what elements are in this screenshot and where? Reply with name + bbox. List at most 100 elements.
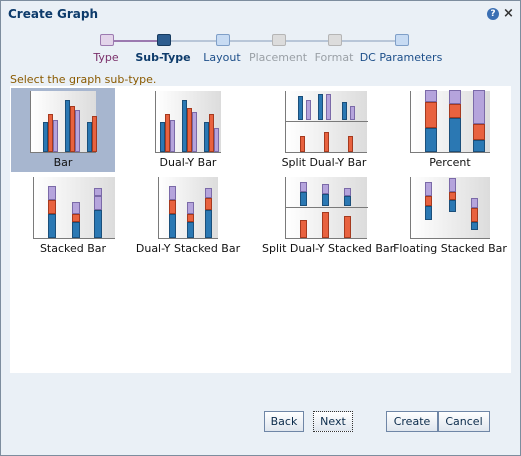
bar-glyph [94,196,102,210]
subtype-bar[interactable]: Bar [11,88,115,174]
step-dc-parameters-label[interactable]: DC Parameters [359,51,443,64]
step-type-marker[interactable] [100,34,114,46]
train-connector [112,40,158,42]
split-divider [286,207,368,208]
dual-y-bar-chart-icon [155,91,221,153]
bar-glyph [205,210,212,238]
bar-glyph [187,214,194,222]
bar-glyph [94,210,102,238]
subtype-label: Stacked Bar [39,242,107,255]
bar-glyph [318,94,323,120]
subtype-label: Dual-Y Bar [159,156,217,169]
subtype-label: Split Dual-Y Bar [281,156,367,169]
instruction-text: Select the graph sub-type. [10,73,157,86]
split-dual-y-bar-chart-icon [285,91,368,153]
stacked-bar-chart-icon [33,177,115,239]
subtype-split-dual-y-stacked-bar[interactable]: Split Dual-Y Stacked Bar [262,174,394,260]
subtype-floating-stacked-bar[interactable]: Floating Stacked Bar [393,174,507,260]
bar-glyph [165,114,170,152]
step-dc-parameters-marker[interactable] [395,34,409,46]
bar-glyph [48,200,56,214]
bar-glyph [187,108,192,152]
dialog-title: Create Graph [8,7,99,21]
bar-glyph [187,202,194,214]
bar-glyph [471,198,478,208]
subtype-dual-y-bar[interactable]: Dual-Y Bar [136,88,240,174]
bar-glyph [449,200,456,212]
bar-glyph [473,140,485,152]
bar-glyph [449,178,456,192]
bar-glyph [48,214,56,238]
bar-chart-icon [30,91,97,153]
bar-glyph [425,102,437,128]
subtype-label: Bar [53,156,73,169]
bar-glyph [342,102,347,120]
bar-glyph [344,196,351,206]
bar-glyph [48,186,56,200]
bar-glyph [72,222,80,238]
bar-glyph [70,106,75,152]
back-button[interactable]: Back [264,411,304,432]
bar-glyph [182,100,187,152]
help-icon[interactable]: ? [487,8,499,20]
bar-glyph [205,188,212,198]
bar-glyph [298,96,303,120]
subtype-label: Dual-Y Stacked Bar [135,242,241,255]
step-train: Type Sub-Type Layout Placement Format DC… [1,31,520,71]
bar-glyph [92,116,97,152]
step-type-label[interactable]: Type [93,51,119,64]
bar-glyph [204,122,209,152]
subtype-panel: Bar Dual-Y Bar [10,86,511,373]
step-layout-label[interactable]: Layout [203,51,241,64]
step-placement-label: Placement [248,51,308,64]
bar-glyph [94,188,102,196]
step-layout-marker[interactable] [216,34,230,46]
bar-glyph [348,136,353,152]
titlebar: Create Graph ? × [1,1,520,29]
bar-glyph [169,214,176,238]
bar-glyph [209,114,214,152]
bar-glyph [48,114,53,152]
bar-glyph [425,206,432,220]
step-placement-marker [272,34,286,46]
bar-glyph [473,90,485,124]
bar-glyph [160,122,165,152]
bar-glyph [449,118,461,152]
bar-glyph [425,196,432,206]
bar-glyph [449,192,456,200]
bar-glyph [65,100,70,152]
split-dual-y-stacked-bar-chart-icon [285,177,368,239]
close-icon[interactable]: × [503,6,514,21]
subtype-dual-y-stacked-bar[interactable]: Dual-Y Stacked Bar [136,174,240,260]
subtype-label: Floating Stacked Bar [393,242,507,255]
bar-glyph [300,136,305,152]
subtype-split-dual-y-bar[interactable]: Split Dual-Y Bar [272,88,376,174]
bar-glyph [300,192,307,206]
bar-glyph [449,104,461,118]
subtype-percent[interactable]: Percent [398,88,502,174]
bar-glyph [425,182,432,196]
next-button[interactable]: Next [313,411,353,432]
bar-glyph [322,194,329,206]
subtype-stacked-bar[interactable]: Stacked Bar [21,174,125,260]
step-format-marker [328,34,342,46]
bar-glyph [350,106,355,120]
bar-glyph [322,212,329,238]
bar-glyph [187,222,194,238]
bar-glyph [169,200,176,214]
bar-glyph [192,112,197,152]
bar-glyph [471,222,478,230]
cancel-button[interactable]: Cancel [438,411,490,432]
bar-glyph [322,184,329,194]
bar-glyph [300,220,307,238]
step-subtype-label: Sub-Type [135,51,191,64]
bar-glyph [214,128,219,152]
bar-glyph [473,124,485,140]
bar-glyph [471,208,478,222]
step-format-label: Format [314,51,354,64]
bar-glyph [75,110,80,152]
create-button[interactable]: Create [386,411,438,432]
bar-glyph [170,120,175,152]
bar-glyph [300,182,307,192]
floating-stacked-bar-chart-icon [410,177,490,239]
